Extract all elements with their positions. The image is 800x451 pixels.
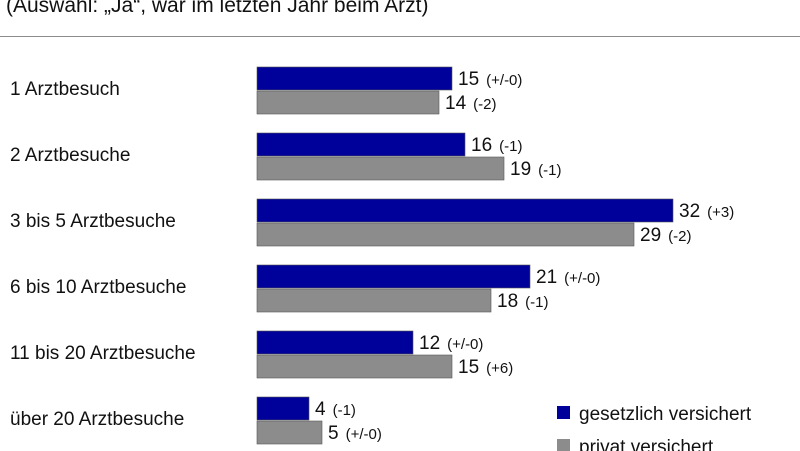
bar-change: (-2) [473,96,496,113]
bar-value-label: 19 (-1) [510,159,561,180]
legend-swatch-gesetzlich [557,406,570,419]
bar-value-label: 4 (-1) [315,399,356,420]
bar-value: 12 [419,333,440,354]
bar-change: (-2) [668,228,691,245]
legend-label-privat: privat versichert [579,437,714,451]
bar-value: 18 [497,291,518,312]
bar-value-label: 15 (+6) [458,357,513,378]
bar-value: 4 [315,399,326,420]
bar-value: 14 [445,93,467,114]
bar-privat [256,288,492,313]
header-divider [0,36,800,37]
bar-change: (+/-0) [486,72,522,89]
bar-value-label: 5 (+/-0) [328,423,382,444]
bar-privat [256,354,453,379]
bar-value: 15 [458,357,479,378]
bar-gesetzlich [256,132,466,157]
category-label: 1 Arztbesuch [10,79,120,100]
bar-value: 5 [328,423,339,444]
legend-label-gesetzlich: gesetzlich versichert [579,404,752,425]
legend-swatch-privat [557,439,570,451]
bar-privat [256,90,440,115]
bar-value-label: 32 (+3) [679,201,734,222]
bar-value-label: 18 (-1) [497,291,548,312]
bar-value-label: 12 (+/-0) [419,333,483,354]
category-label: über 20 Arztbesuche [10,409,184,430]
bar-change: (+/-0) [564,270,600,287]
bar-change: (-1) [499,138,522,155]
bar-change: (-1) [538,162,561,179]
bar-gesetzlich [256,396,310,421]
bar-change: (+/-0) [447,336,483,353]
bar-value: 16 [471,135,492,156]
bar-value: 19 [510,159,531,180]
bar-gesetzlich [256,66,453,91]
bar-change: (-1) [525,294,548,311]
bar-change: (-1) [333,402,356,419]
bar-privat [256,156,505,181]
bar-privat [256,420,323,445]
bar-gesetzlich [256,330,414,355]
bar-change: (+3) [707,204,734,221]
category-label: 3 bis 5 Arztbesuche [10,211,176,232]
bar-value-label: 16 (-1) [471,135,522,156]
bar-value-label: 21 (+/-0) [536,267,600,288]
bar-value: 15 [458,69,479,90]
bar-value: 21 [536,267,557,288]
bar-value: 32 [679,201,700,222]
bar-value: 29 [640,225,661,246]
bar-gesetzlich [256,264,531,289]
bar-value-label: 14 (-2) [445,93,496,114]
bar-value-label: 15 (+/-0) [458,69,522,90]
bar-privat [256,222,635,247]
bar-change: (+/-0) [346,426,382,443]
chart-subtitle: (Auswahl: „Ja“, war im letzten Jahr beim… [6,0,429,17]
bar-gesetzlich [256,198,674,223]
bar-change: (+6) [486,360,513,377]
category-label: 2 Arztbesuche [10,145,130,166]
bar-value-label: 29 (-2) [640,225,691,246]
category-label: 11 bis 20 Arztbesuche [10,343,196,364]
category-label: 6 bis 10 Arztbesuche [10,277,186,298]
